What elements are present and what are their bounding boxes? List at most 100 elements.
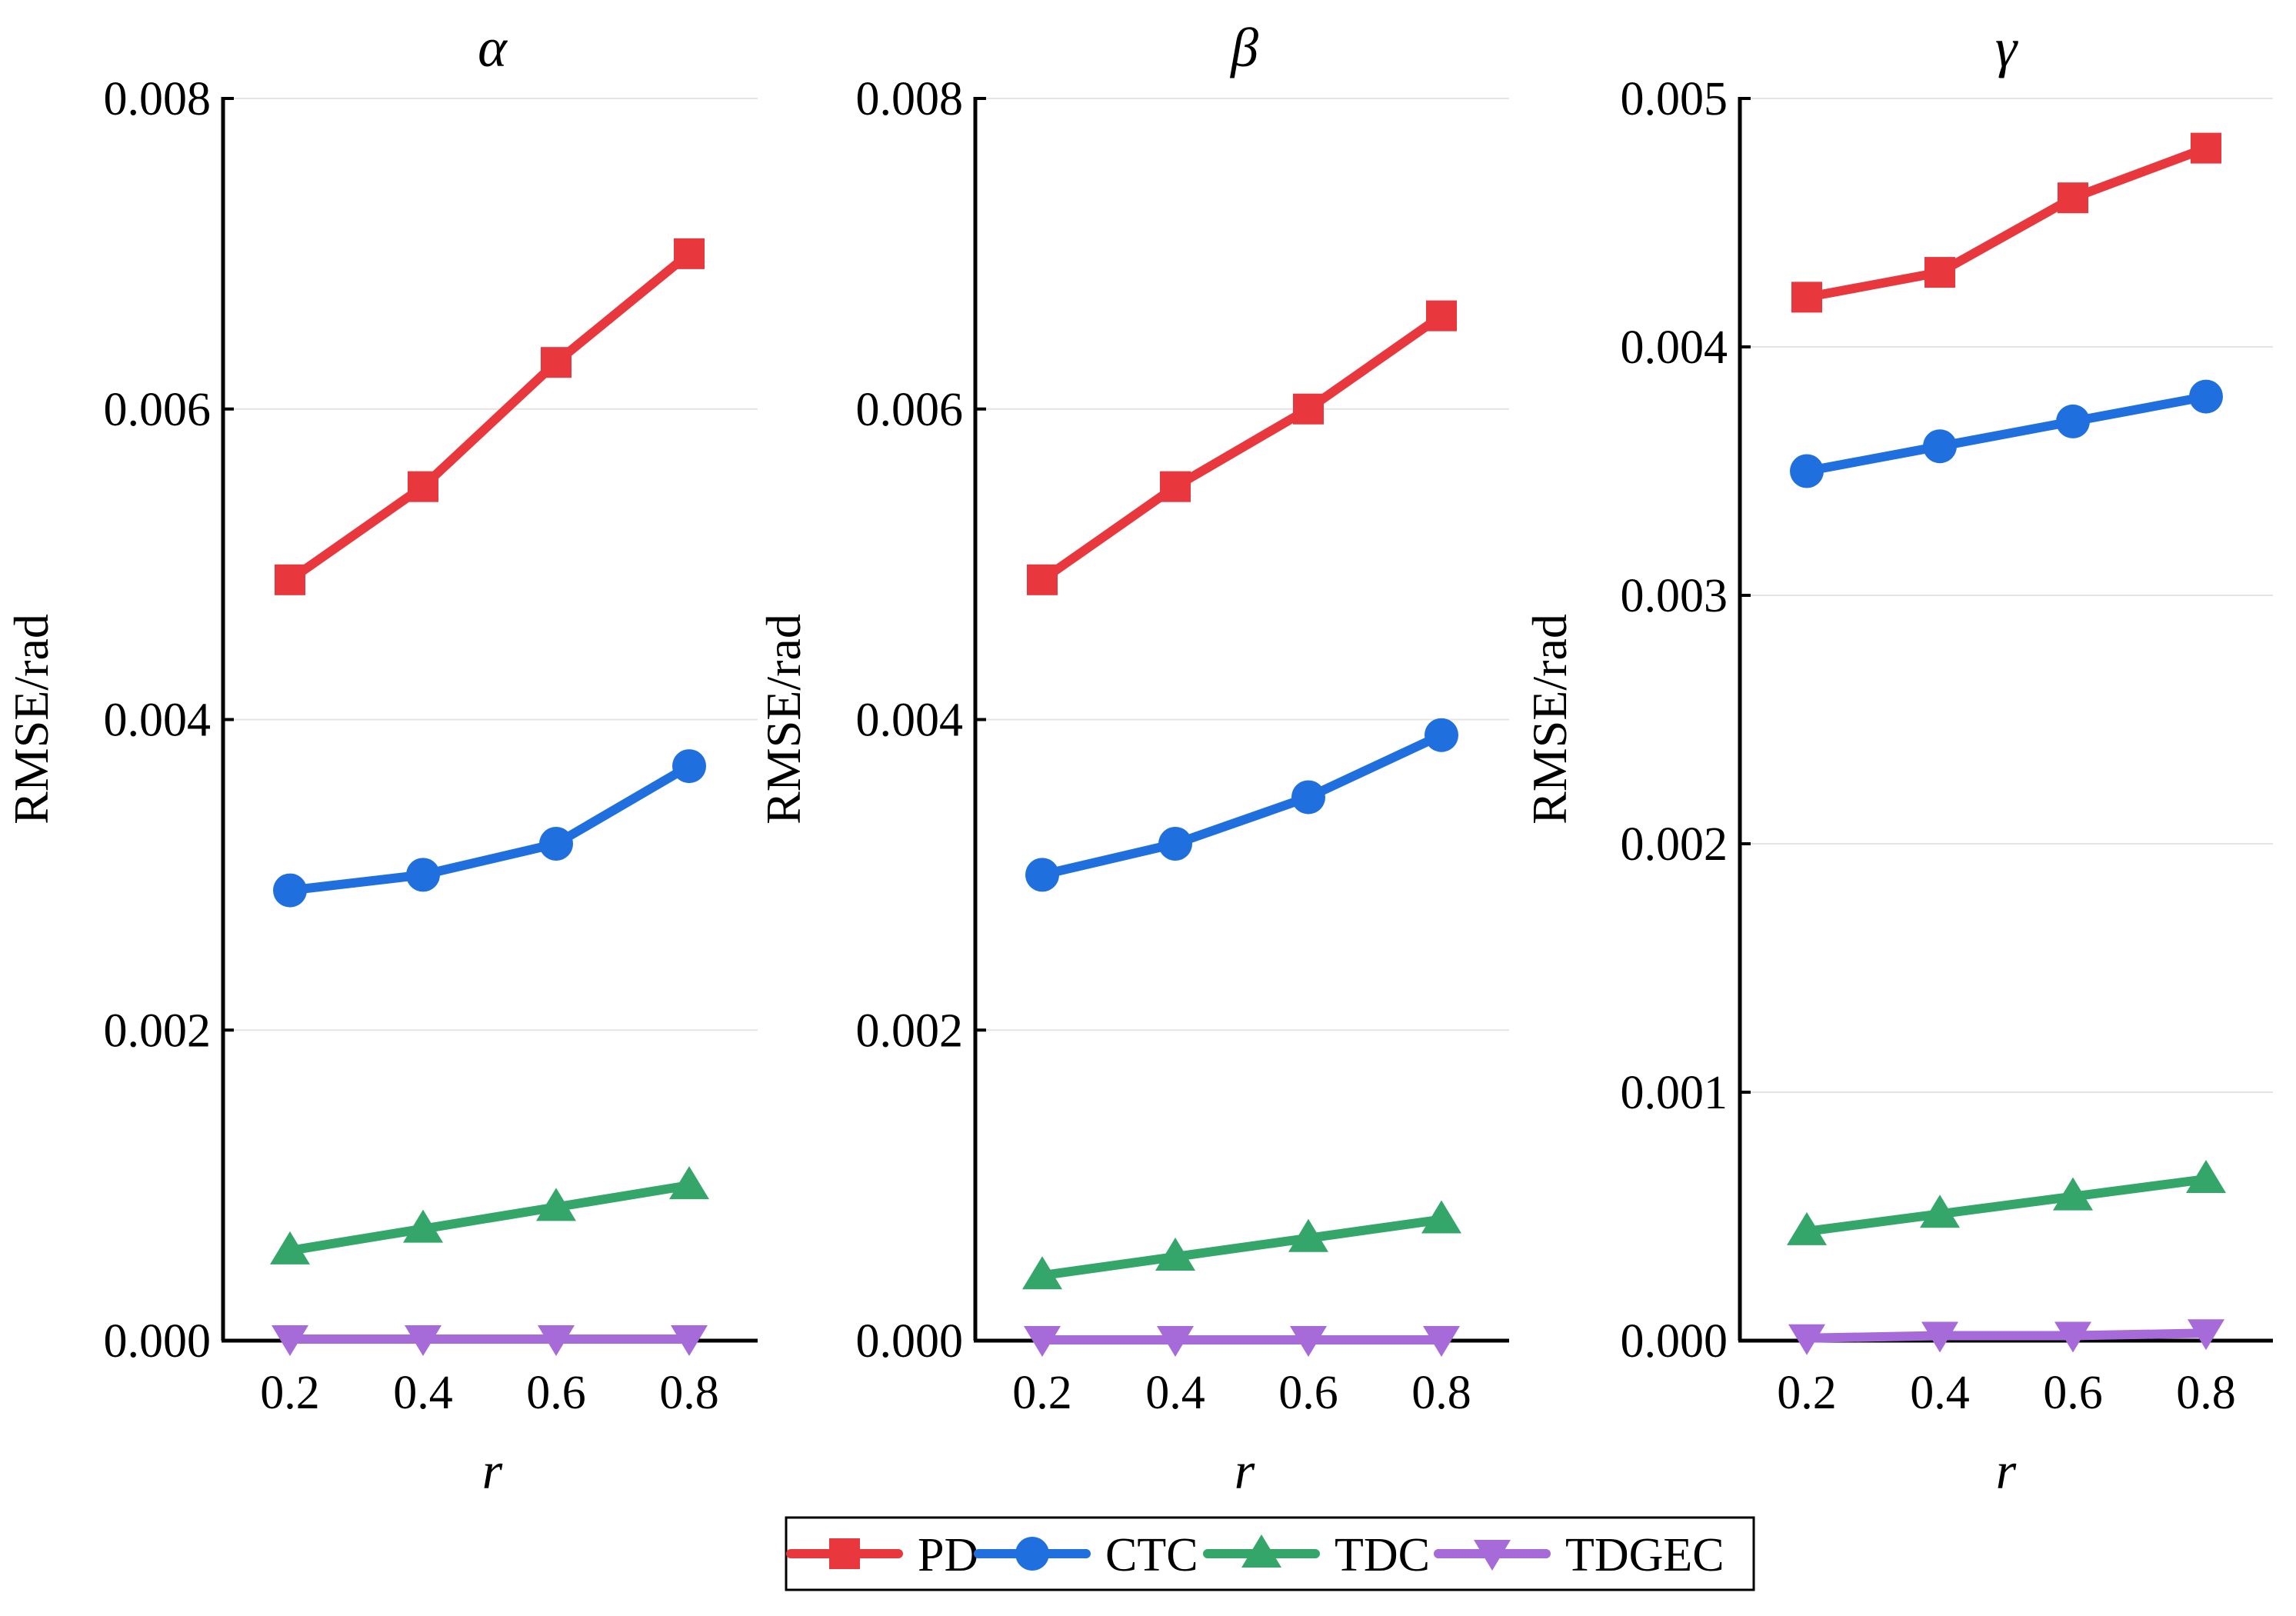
- data-point: [2186, 1160, 2226, 1194]
- y-tick-label: 0.008: [104, 73, 212, 125]
- data-point: [1024, 1325, 1061, 1357]
- data-point: [2189, 379, 2223, 414]
- data-point: [1025, 858, 1059, 892]
- panel-title: β: [1229, 17, 1258, 78]
- legend-label: CTC: [1105, 1529, 1198, 1581]
- data-point: [1920, 1195, 1960, 1228]
- series-line: [1802, 1328, 2211, 1343]
- data-point: [538, 1324, 575, 1356]
- data-point: [1923, 429, 1957, 464]
- legend-label: PD: [918, 1529, 978, 1581]
- y-tick-label: 0.008: [856, 73, 964, 125]
- series-pd: [1027, 300, 1457, 595]
- x-axis-label: r: [482, 1441, 503, 1500]
- y-tick-label: 0.005: [1621, 73, 1728, 125]
- x-tick-label: 0.4: [1145, 1367, 1205, 1419]
- data-point: [1160, 471, 1191, 502]
- data-point: [2058, 182, 2088, 214]
- data-point: [408, 471, 438, 502]
- legend-item-pd: PD: [786, 1529, 978, 1581]
- data-point: [275, 564, 305, 595]
- series-tdc: [270, 1166, 709, 1264]
- series-line: [1802, 143, 2211, 302]
- data-point: [2056, 404, 2090, 438]
- y-axis-label: RMSE/rad: [756, 614, 811, 825]
- chart-panel-3: 0.000 0.001 0.002 0.003 0.004 0.005 0.2 0.4 0.6 0…: [1522, 17, 2273, 1500]
- legend-marker: [829, 1538, 860, 1569]
- series-line: [1038, 1214, 1446, 1281]
- y-tick-label: 0.000: [1621, 1315, 1728, 1368]
- series-pd: [1791, 132, 2221, 313]
- data-point: [405, 1324, 442, 1356]
- legend-marker: [1474, 1540, 1511, 1571]
- y-tick-label: 0.004: [104, 695, 212, 747]
- x-tick-label: 0.2: [260, 1367, 320, 1419]
- y-tick-label: 0.000: [104, 1315, 212, 1368]
- data-point: [2054, 1321, 2091, 1353]
- series-pd: [275, 238, 705, 595]
- y-tick-label: 0.002: [1621, 818, 1728, 871]
- y-tick-label: 0.006: [856, 384, 964, 436]
- panel-title: α: [478, 17, 508, 78]
- data-point: [270, 1231, 310, 1264]
- data-point: [1790, 454, 1824, 488]
- y-axis-label: RMSE/rad: [4, 614, 58, 825]
- data-point: [403, 1209, 443, 1243]
- data-point: [273, 873, 307, 908]
- data-point: [1421, 1200, 1461, 1234]
- series-line: [1038, 730, 1446, 880]
- legend-marker: [1241, 1534, 1281, 1568]
- y-tick-label: 0.004: [1621, 322, 1728, 374]
- chart-panel-1: 0.000 0.002 0.004 0.006 0.008 0.2 0.4 0.6 0.8 α r R…: [4, 17, 758, 1500]
- y-tick-label: 0.001: [1621, 1067, 1728, 1119]
- data-point: [1791, 282, 1822, 313]
- series-line: [1802, 392, 2211, 476]
- x-tick-label: 0.4: [393, 1367, 453, 1419]
- x-tick-label: 0.6: [526, 1367, 586, 1419]
- data-point: [1290, 1325, 1327, 1357]
- x-axis-label: r: [1235, 1441, 1255, 1500]
- legend-item-tdc: TDC: [1203, 1529, 1430, 1581]
- data-point: [1426, 300, 1457, 332]
- data-point: [1423, 1325, 1460, 1357]
- y-tick-label: 0.006: [104, 384, 212, 436]
- legend: PD CTC TDC TDGEC: [785, 1516, 1755, 1591]
- data-point: [1157, 1325, 1194, 1357]
- chart-panels: 0.000 0.002 0.004 0.006 0.008 0.2 0.4 0.6 0.8 α r R…: [4, 17, 2273, 1500]
- series-ctc: [1025, 718, 1458, 892]
- x-tick-label: 0.8: [2176, 1367, 2236, 1419]
- data-point: [1027, 564, 1058, 595]
- series-line: [1038, 311, 1446, 585]
- series-tdgec: [1024, 1325, 1460, 1357]
- y-tick-label: 0.003: [1621, 570, 1728, 622]
- data-point: [1288, 1218, 1328, 1252]
- series-tdc: [1022, 1200, 1461, 1290]
- series-line: [285, 761, 694, 895]
- y-axis-label: RMSE/rad: [1522, 614, 1577, 825]
- series-line: [285, 1181, 694, 1255]
- data-point: [1425, 718, 1458, 752]
- series-line: [1802, 1175, 2211, 1236]
- data-point: [672, 749, 706, 784]
- data-point: [1924, 257, 1955, 288]
- data-point: [674, 238, 705, 269]
- data-point: [1787, 1211, 1827, 1245]
- data-point: [669, 1166, 709, 1200]
- x-axis-label: r: [1996, 1441, 2017, 1500]
- series-ctc: [1790, 379, 2223, 488]
- data-point: [2188, 1319, 2224, 1351]
- series-ctc: [273, 749, 706, 908]
- x-tick-label: 0.6: [1278, 1367, 1338, 1419]
- y-tick-label: 0.000: [856, 1315, 964, 1368]
- data-point: [2053, 1177, 2093, 1211]
- data-point: [1022, 1256, 1062, 1290]
- data-point: [1291, 780, 1325, 815]
- series-line: [285, 248, 694, 585]
- x-tick-label: 0.8: [1411, 1367, 1471, 1419]
- series-tdgec: [1788, 1319, 2224, 1355]
- data-point: [2191, 132, 2221, 164]
- x-tick-label: 0.6: [2043, 1367, 2103, 1419]
- data-point: [272, 1324, 308, 1356]
- data-point: [1921, 1321, 1958, 1353]
